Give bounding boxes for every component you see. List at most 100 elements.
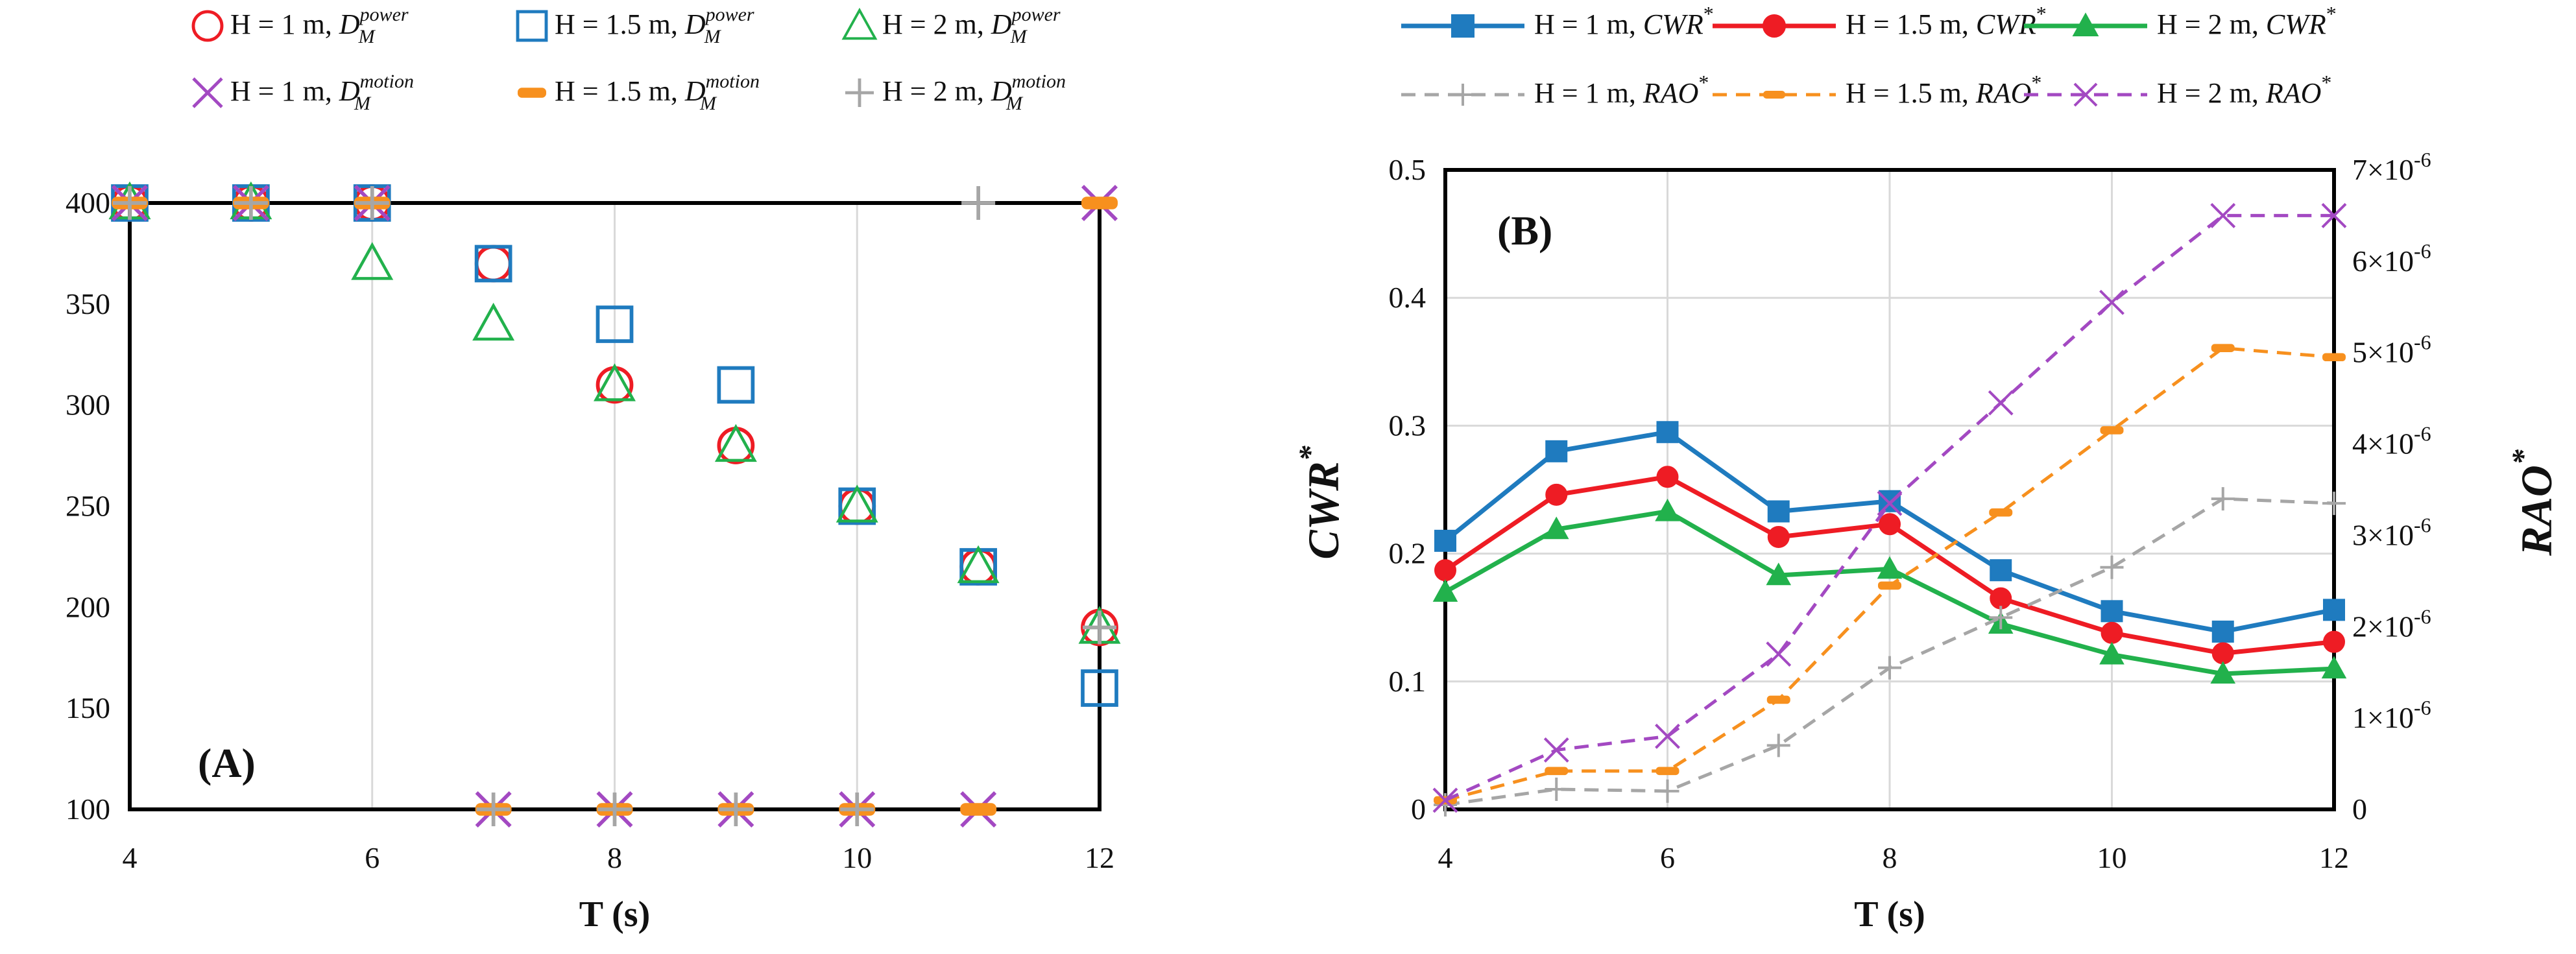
point-b-3-shape xyxy=(1989,606,2013,630)
point-b-1-shape xyxy=(1767,525,1790,548)
legend-marker-b xyxy=(1763,14,1786,38)
y-right-tick-label-b: 7×10-6 xyxy=(2352,148,2431,186)
legend-label-b: H = 1.5 m, RAO* xyxy=(1846,71,2041,109)
point-b-0-shape xyxy=(2323,599,2345,621)
point-b-0-shape xyxy=(1434,529,1456,552)
point-a-4-shape xyxy=(960,803,997,816)
legend-marker-b xyxy=(1451,14,1475,38)
point-b-2-shape xyxy=(1877,556,1903,579)
point-a-1-shape xyxy=(717,366,755,404)
point-b-4 xyxy=(2322,353,2346,362)
y-tick-label-a: 250 xyxy=(66,490,110,523)
point-a-5-shape xyxy=(719,793,753,826)
point-b-0 xyxy=(2101,600,2123,623)
point-b-2-shape xyxy=(2210,661,2236,684)
legend-marker-b-shape xyxy=(1763,91,1785,99)
x-axis-label-b: T (s) xyxy=(1854,894,1925,935)
point-b-5 xyxy=(1877,490,1903,516)
point-b-5-shape xyxy=(1766,641,1792,667)
point-a-5-shape xyxy=(961,186,996,220)
point-b-0-shape xyxy=(1990,559,2012,582)
point-b-0-shape xyxy=(1767,500,1790,523)
legend-label-a: H = 1.5 m, Dmotion M xyxy=(555,71,760,114)
legend-marker-b xyxy=(2072,12,2099,36)
point-b-4 xyxy=(1655,767,1679,776)
point-b-3-shape xyxy=(2211,487,2235,511)
x-tick-label-a: 6 xyxy=(365,841,379,874)
point-b-2 xyxy=(1877,556,1903,579)
point-b-4-shape xyxy=(1878,581,1901,590)
point-b-4-shape xyxy=(1989,508,2013,517)
point-a-0-shape xyxy=(474,244,512,283)
point-b-3 xyxy=(2211,487,2235,511)
point-b-5-shape xyxy=(2210,203,2236,228)
point-a-1 xyxy=(474,244,512,283)
point-b-5-shape xyxy=(1543,737,1569,763)
point-b-1-shape xyxy=(2101,621,2123,644)
point-a-0 xyxy=(474,244,512,283)
point-a-2 xyxy=(957,545,1000,584)
point-a-5 xyxy=(961,186,996,220)
point-b-4-shape xyxy=(2100,426,2124,435)
point-a-5 xyxy=(113,186,147,220)
point-a-5 xyxy=(1083,610,1116,645)
point-a-1-shape xyxy=(474,244,512,283)
legend-marker-b xyxy=(1763,91,1785,99)
legend-label-b: H = 1 m, RAO* xyxy=(1534,71,1709,109)
point-b-2 xyxy=(1766,562,1792,586)
point-a-5 xyxy=(840,793,874,826)
legend-marker-a xyxy=(518,88,546,98)
point-b-3-shape xyxy=(1766,733,1790,757)
point-a-1 xyxy=(1081,669,1118,707)
legend-marker-a xyxy=(192,77,223,108)
x-tick-label-a: 4 xyxy=(123,841,138,874)
legend-marker-b-shape xyxy=(2073,82,2098,107)
legend-marker-a-shape xyxy=(518,88,546,98)
point-b-2-shape xyxy=(2321,656,2347,679)
point-b-5 xyxy=(2099,289,2125,315)
legend-marker-b-shape xyxy=(2072,12,2099,36)
point-b-0 xyxy=(1879,490,1901,512)
point-a-1-shape xyxy=(1081,669,1118,707)
panel-label-b: (B) xyxy=(1497,208,1552,254)
point-b-4 xyxy=(1545,767,1569,776)
point-b-3-shape xyxy=(2100,555,2124,579)
point-b-3 xyxy=(1545,778,1569,802)
x-tick-label-b: 12 xyxy=(2319,841,2349,874)
y-tick-label-a: 350 xyxy=(66,287,110,320)
point-b-1 xyxy=(1656,466,1679,488)
point-b-0 xyxy=(1990,559,2012,582)
point-b-3-shape xyxy=(1655,779,1679,803)
legend-marker-b xyxy=(2073,82,2098,107)
point-b-1-shape xyxy=(2211,642,2234,665)
point-b-0 xyxy=(2211,620,2234,643)
point-b-1-shape xyxy=(1545,483,1568,506)
point-a-5 xyxy=(234,186,268,220)
point-b-0-shape xyxy=(2211,620,2234,643)
point-b-4-shape xyxy=(2322,353,2346,362)
point-b-3 xyxy=(1989,606,2013,630)
legend-marker-b-shape xyxy=(1763,14,1786,38)
point-b-5-shape xyxy=(1432,787,1458,813)
legend-marker-b xyxy=(1452,84,1474,106)
legend-label-a: H = 1 m, Dpower M xyxy=(230,4,409,47)
point-a-1 xyxy=(596,305,634,343)
legend-marker-a-shape xyxy=(841,7,878,40)
x-tick-label-b: 8 xyxy=(1883,841,1897,874)
point-a-1 xyxy=(717,366,755,404)
point-b-4 xyxy=(2211,344,2235,352)
point-a-5 xyxy=(597,793,632,826)
x-tick-label-b: 4 xyxy=(1438,841,1453,874)
point-b-0-shape xyxy=(2101,600,2123,623)
point-b-5-shape xyxy=(2099,289,2125,315)
legend-marker-a xyxy=(845,78,874,107)
point-a-5 xyxy=(476,793,511,826)
point-a-2-shape xyxy=(472,302,515,341)
point-b-1-shape xyxy=(2323,630,2345,653)
point-b-5-shape xyxy=(1655,723,1680,749)
point-b-5 xyxy=(2321,203,2347,228)
point-b-3 xyxy=(1766,733,1790,757)
point-b-1 xyxy=(2323,630,2345,653)
legend-label-b: H = 2 m, CWR* xyxy=(2157,2,2337,40)
y-right-tick-label-b: 5×10-6 xyxy=(2352,331,2431,369)
